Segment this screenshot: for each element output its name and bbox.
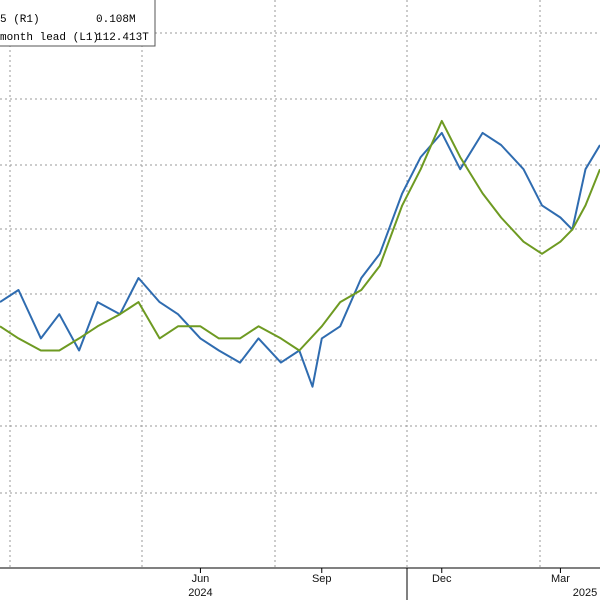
- legend-series-2-name: month lead (L1): [0, 32, 99, 44]
- series-lines: [0, 119, 600, 388]
- x-axis: [0, 567, 600, 600]
- x-tick-label-dec: Dec: [432, 573, 452, 585]
- legend-box: [0, 0, 156, 47]
- legend-series-2-value: 112.413T: [96, 32, 149, 44]
- series-line-1: [0, 131, 600, 388]
- x-tick-label-sep: Sep: [312, 573, 332, 585]
- legend: 5 (R1) 0.108M month lead (L1) 112.413T: [0, 0, 156, 47]
- x-tick-label-mar: Mar: [551, 573, 570, 585]
- legend-series-1-name: 5 (R1): [0, 14, 40, 26]
- x-year-label-2024: 2024: [188, 587, 212, 599]
- x-tick-labels: Jun Sep Dec Mar 2024 2025: [188, 573, 597, 599]
- x-year-label-2025: 2025: [573, 587, 597, 599]
- grid-lines: [0, 0, 600, 568]
- x-tick-label-jun: Jun: [192, 573, 210, 585]
- legend-series-1-value: 0.108M: [96, 14, 136, 26]
- series-line-2: [0, 119, 600, 352]
